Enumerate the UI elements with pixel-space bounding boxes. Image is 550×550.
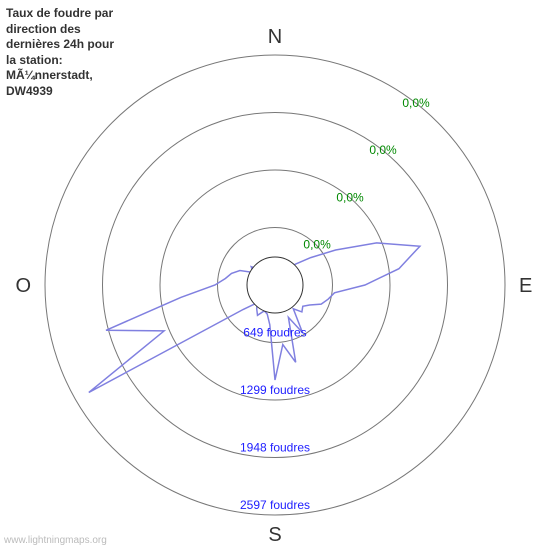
compass-N: N [268, 26, 282, 48]
polar-chart: N E S O 0,0% 0,0% 0,0% 0,0% 649 foudres 1299 foud… [0, 0, 550, 550]
ring-label: 1948 foudres [240, 441, 310, 455]
compass-E: E [519, 275, 532, 297]
compass-W: O [15, 275, 31, 297]
center-hole [247, 257, 303, 313]
pct-label: 0,0% [402, 96, 430, 110]
ring-label: 649 foudres [243, 326, 306, 340]
pct-label: 0,0% [369, 143, 397, 157]
compass-S: S [268, 524, 281, 546]
rose-polygon [89, 243, 420, 393]
ring-label: 2597 foudres [240, 498, 310, 512]
pct-label: 0,0% [303, 237, 331, 251]
pct-label: 0,0% [336, 190, 364, 204]
ring-label: 1299 foudres [240, 383, 310, 397]
